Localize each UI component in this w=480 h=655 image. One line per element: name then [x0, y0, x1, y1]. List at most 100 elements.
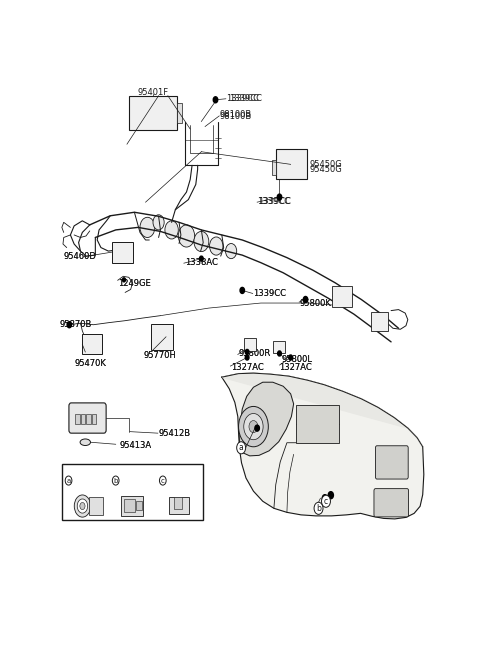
- Text: 95430D: 95430D: [73, 476, 104, 485]
- Text: a: a: [239, 443, 243, 453]
- Text: 95870B: 95870B: [60, 320, 92, 329]
- Bar: [81, 414, 85, 424]
- Bar: [89, 497, 103, 515]
- Bar: [244, 339, 256, 351]
- Circle shape: [112, 476, 119, 485]
- Text: 95470K: 95470K: [75, 359, 107, 368]
- Circle shape: [322, 495, 330, 507]
- Circle shape: [67, 322, 72, 328]
- Text: 95800L: 95800L: [281, 355, 312, 364]
- Circle shape: [255, 425, 259, 431]
- Ellipse shape: [80, 439, 91, 445]
- Text: 1338AC: 1338AC: [185, 257, 217, 267]
- Circle shape: [210, 237, 223, 255]
- Bar: [272, 160, 276, 175]
- Circle shape: [80, 502, 85, 510]
- Text: 95460D: 95460D: [64, 252, 96, 261]
- Circle shape: [194, 231, 209, 252]
- Text: 95412B: 95412B: [158, 428, 191, 438]
- Circle shape: [322, 495, 327, 502]
- Circle shape: [328, 492, 334, 498]
- Text: 1327AC: 1327AC: [231, 363, 264, 372]
- Bar: [124, 500, 135, 512]
- Bar: [121, 496, 143, 516]
- Text: 1327AC: 1327AC: [279, 363, 312, 372]
- Text: 95800K: 95800K: [300, 299, 332, 308]
- Circle shape: [74, 495, 91, 517]
- Text: 1339CC: 1339CC: [257, 196, 290, 206]
- Text: 95413A: 95413A: [120, 441, 152, 450]
- Circle shape: [244, 413, 263, 440]
- Text: b: b: [316, 504, 321, 513]
- Bar: [168, 497, 189, 514]
- Text: 95412B: 95412B: [158, 428, 191, 438]
- Circle shape: [153, 215, 164, 230]
- Bar: [86, 414, 91, 424]
- FancyBboxPatch shape: [374, 489, 408, 517]
- Text: 98100B: 98100B: [220, 110, 252, 119]
- Circle shape: [245, 349, 249, 354]
- Bar: [62, 464, 203, 520]
- Text: 1339CC: 1339CC: [253, 289, 287, 298]
- Polygon shape: [240, 383, 294, 456]
- Circle shape: [165, 221, 178, 239]
- Text: 1327AC: 1327AC: [231, 363, 264, 372]
- Polygon shape: [222, 373, 424, 519]
- Text: c: c: [161, 477, 165, 483]
- Text: 95490D: 95490D: [120, 476, 152, 485]
- Circle shape: [140, 217, 155, 238]
- Text: 95470K: 95470K: [75, 359, 107, 368]
- Bar: [136, 501, 142, 510]
- Bar: [174, 497, 182, 508]
- Text: 95870B: 95870B: [60, 320, 92, 329]
- Circle shape: [277, 194, 282, 200]
- Text: a: a: [66, 477, 71, 483]
- Circle shape: [237, 441, 246, 454]
- Text: 95401F: 95401F: [145, 102, 176, 111]
- Bar: [296, 405, 339, 443]
- Text: c: c: [324, 496, 328, 506]
- Text: 95770H: 95770H: [144, 351, 177, 360]
- Bar: [112, 242, 132, 263]
- Text: 1339CC: 1339CC: [258, 196, 291, 206]
- Text: 1249GE: 1249GE: [118, 279, 150, 288]
- Text: 1339CC: 1339CC: [226, 94, 259, 103]
- Circle shape: [239, 406, 268, 447]
- Text: 1327AC: 1327AC: [279, 363, 312, 372]
- Bar: [276, 149, 307, 179]
- Text: 1249GE: 1249GE: [118, 279, 150, 288]
- Circle shape: [249, 421, 258, 433]
- Circle shape: [77, 499, 88, 513]
- Circle shape: [245, 355, 249, 360]
- Bar: [129, 96, 177, 130]
- Bar: [371, 312, 388, 331]
- Bar: [151, 324, 173, 350]
- Text: b: b: [113, 477, 118, 483]
- Polygon shape: [222, 373, 423, 447]
- Circle shape: [240, 288, 244, 293]
- Circle shape: [277, 351, 281, 356]
- Text: 95800L: 95800L: [281, 355, 312, 364]
- Circle shape: [226, 244, 237, 259]
- Circle shape: [178, 225, 195, 247]
- Text: 95800R: 95800R: [239, 349, 271, 358]
- Text: 1339CC: 1339CC: [229, 94, 262, 103]
- Bar: [332, 286, 352, 307]
- FancyBboxPatch shape: [375, 446, 408, 479]
- Text: 95450G: 95450G: [310, 160, 343, 169]
- Circle shape: [289, 355, 292, 360]
- Text: 98100B: 98100B: [220, 112, 252, 121]
- Circle shape: [213, 97, 218, 103]
- Circle shape: [314, 502, 323, 514]
- Text: 95450G: 95450G: [309, 165, 342, 174]
- Text: 95770H: 95770H: [144, 351, 177, 360]
- Circle shape: [159, 476, 166, 485]
- Bar: [83, 334, 102, 354]
- Bar: [177, 103, 181, 123]
- Circle shape: [303, 297, 308, 303]
- Circle shape: [200, 256, 203, 261]
- Text: 1338AC: 1338AC: [185, 257, 217, 267]
- FancyBboxPatch shape: [69, 403, 106, 433]
- Text: 95800R: 95800R: [239, 349, 271, 358]
- Text: 95460D: 95460D: [64, 252, 96, 261]
